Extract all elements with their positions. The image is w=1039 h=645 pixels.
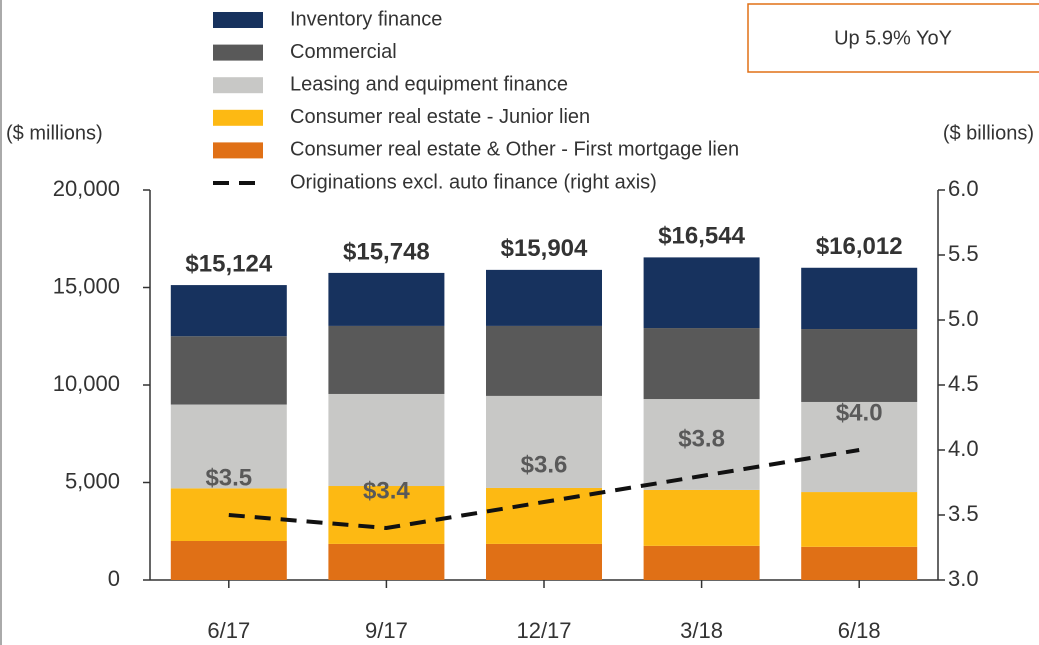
bar-segment <box>170 404 287 489</box>
annotation: Up 5.9% YoY <box>834 27 952 49</box>
y-tick-label: 15,000 <box>53 273 120 298</box>
y-tick-label: 0 <box>108 566 120 591</box>
bar-segment <box>801 492 918 547</box>
line-label: $3.6 <box>521 451 568 478</box>
y2-tick-label: 3.5 <box>948 501 979 526</box>
line-label: $3.4 <box>363 477 410 504</box>
legend-label: Leasing and equipment finance <box>290 73 568 95</box>
total-label: $15,904 <box>501 235 588 262</box>
bar-segment <box>801 267 918 330</box>
legend-swatch <box>213 142 263 159</box>
line-label: $4.0 <box>836 399 883 426</box>
bar-segment <box>801 401 918 493</box>
bar-segment <box>170 541 287 580</box>
bar-segment <box>486 487 602 544</box>
bar-segment <box>643 545 760 580</box>
x-tick-label: 6/17 <box>207 618 250 643</box>
total-label: $15,124 <box>185 250 272 277</box>
bar-segment <box>328 272 445 326</box>
y2-tick-label: 5.5 <box>948 241 979 266</box>
annotation-box <box>747 3 1039 73</box>
x-tick-label: 9/17 <box>365 618 408 643</box>
y2-tick-label: 5.0 <box>948 306 979 331</box>
y-axis-label: ($ millions) <box>6 122 103 144</box>
x-tick-label: 3/18 <box>680 618 723 643</box>
legend-label: Commercial <box>290 41 397 63</box>
legend-label: Originations excl. auto finance (right a… <box>290 171 657 193</box>
legend-label: Consumer real estate - Junior lien <box>290 106 590 128</box>
legend-label: Inventory finance <box>290 8 442 30</box>
bar-segment <box>801 546 918 580</box>
bar-segment <box>328 393 445 487</box>
y2-axis-label: ($ billions) <box>943 122 1034 144</box>
legend-label: Consumer real estate & Other - First mor… <box>290 139 739 161</box>
bar-segment <box>643 257 760 329</box>
bar-segment <box>486 543 602 580</box>
line-label: $3.8 <box>678 425 725 452</box>
y2-tick-label: 4.5 <box>948 371 979 396</box>
bar-segment <box>486 395 602 488</box>
legend-swatch <box>213 109 263 126</box>
legend-swatch <box>213 12 263 28</box>
line-label: $3.5 <box>205 464 252 491</box>
y-tick-label: 5,000 <box>65 468 120 493</box>
line-series <box>228 448 860 531</box>
bar-segment <box>328 486 445 544</box>
bar-segment <box>328 543 445 580</box>
bar-segment <box>328 325 445 394</box>
legend-swatch <box>213 77 263 94</box>
y2-tick-label: 3.0 <box>948 566 979 591</box>
total-label: $16,544 <box>658 223 745 250</box>
y-tick-label: 10,000 <box>53 371 120 396</box>
bar-segment <box>643 328 760 400</box>
total-label: $15,748 <box>343 238 430 265</box>
y2-tick-label: 4.0 <box>948 436 979 461</box>
y-tick-label: 20,000 <box>53 176 120 201</box>
bar-segment <box>486 325 602 396</box>
total-label: $16,012 <box>816 233 903 260</box>
bar-segment <box>801 329 918 402</box>
bar-segment <box>170 285 287 337</box>
bar-segment <box>486 269 602 326</box>
x-tick-label: 12/17 <box>516 618 571 643</box>
legend-swatch <box>213 44 263 61</box>
bar-segment <box>170 336 287 405</box>
x-tick-label: 6/18 <box>838 618 881 643</box>
bar-segment <box>170 488 287 541</box>
bar-segment <box>643 489 760 546</box>
y2-tick-label: 6.0 <box>948 176 979 201</box>
